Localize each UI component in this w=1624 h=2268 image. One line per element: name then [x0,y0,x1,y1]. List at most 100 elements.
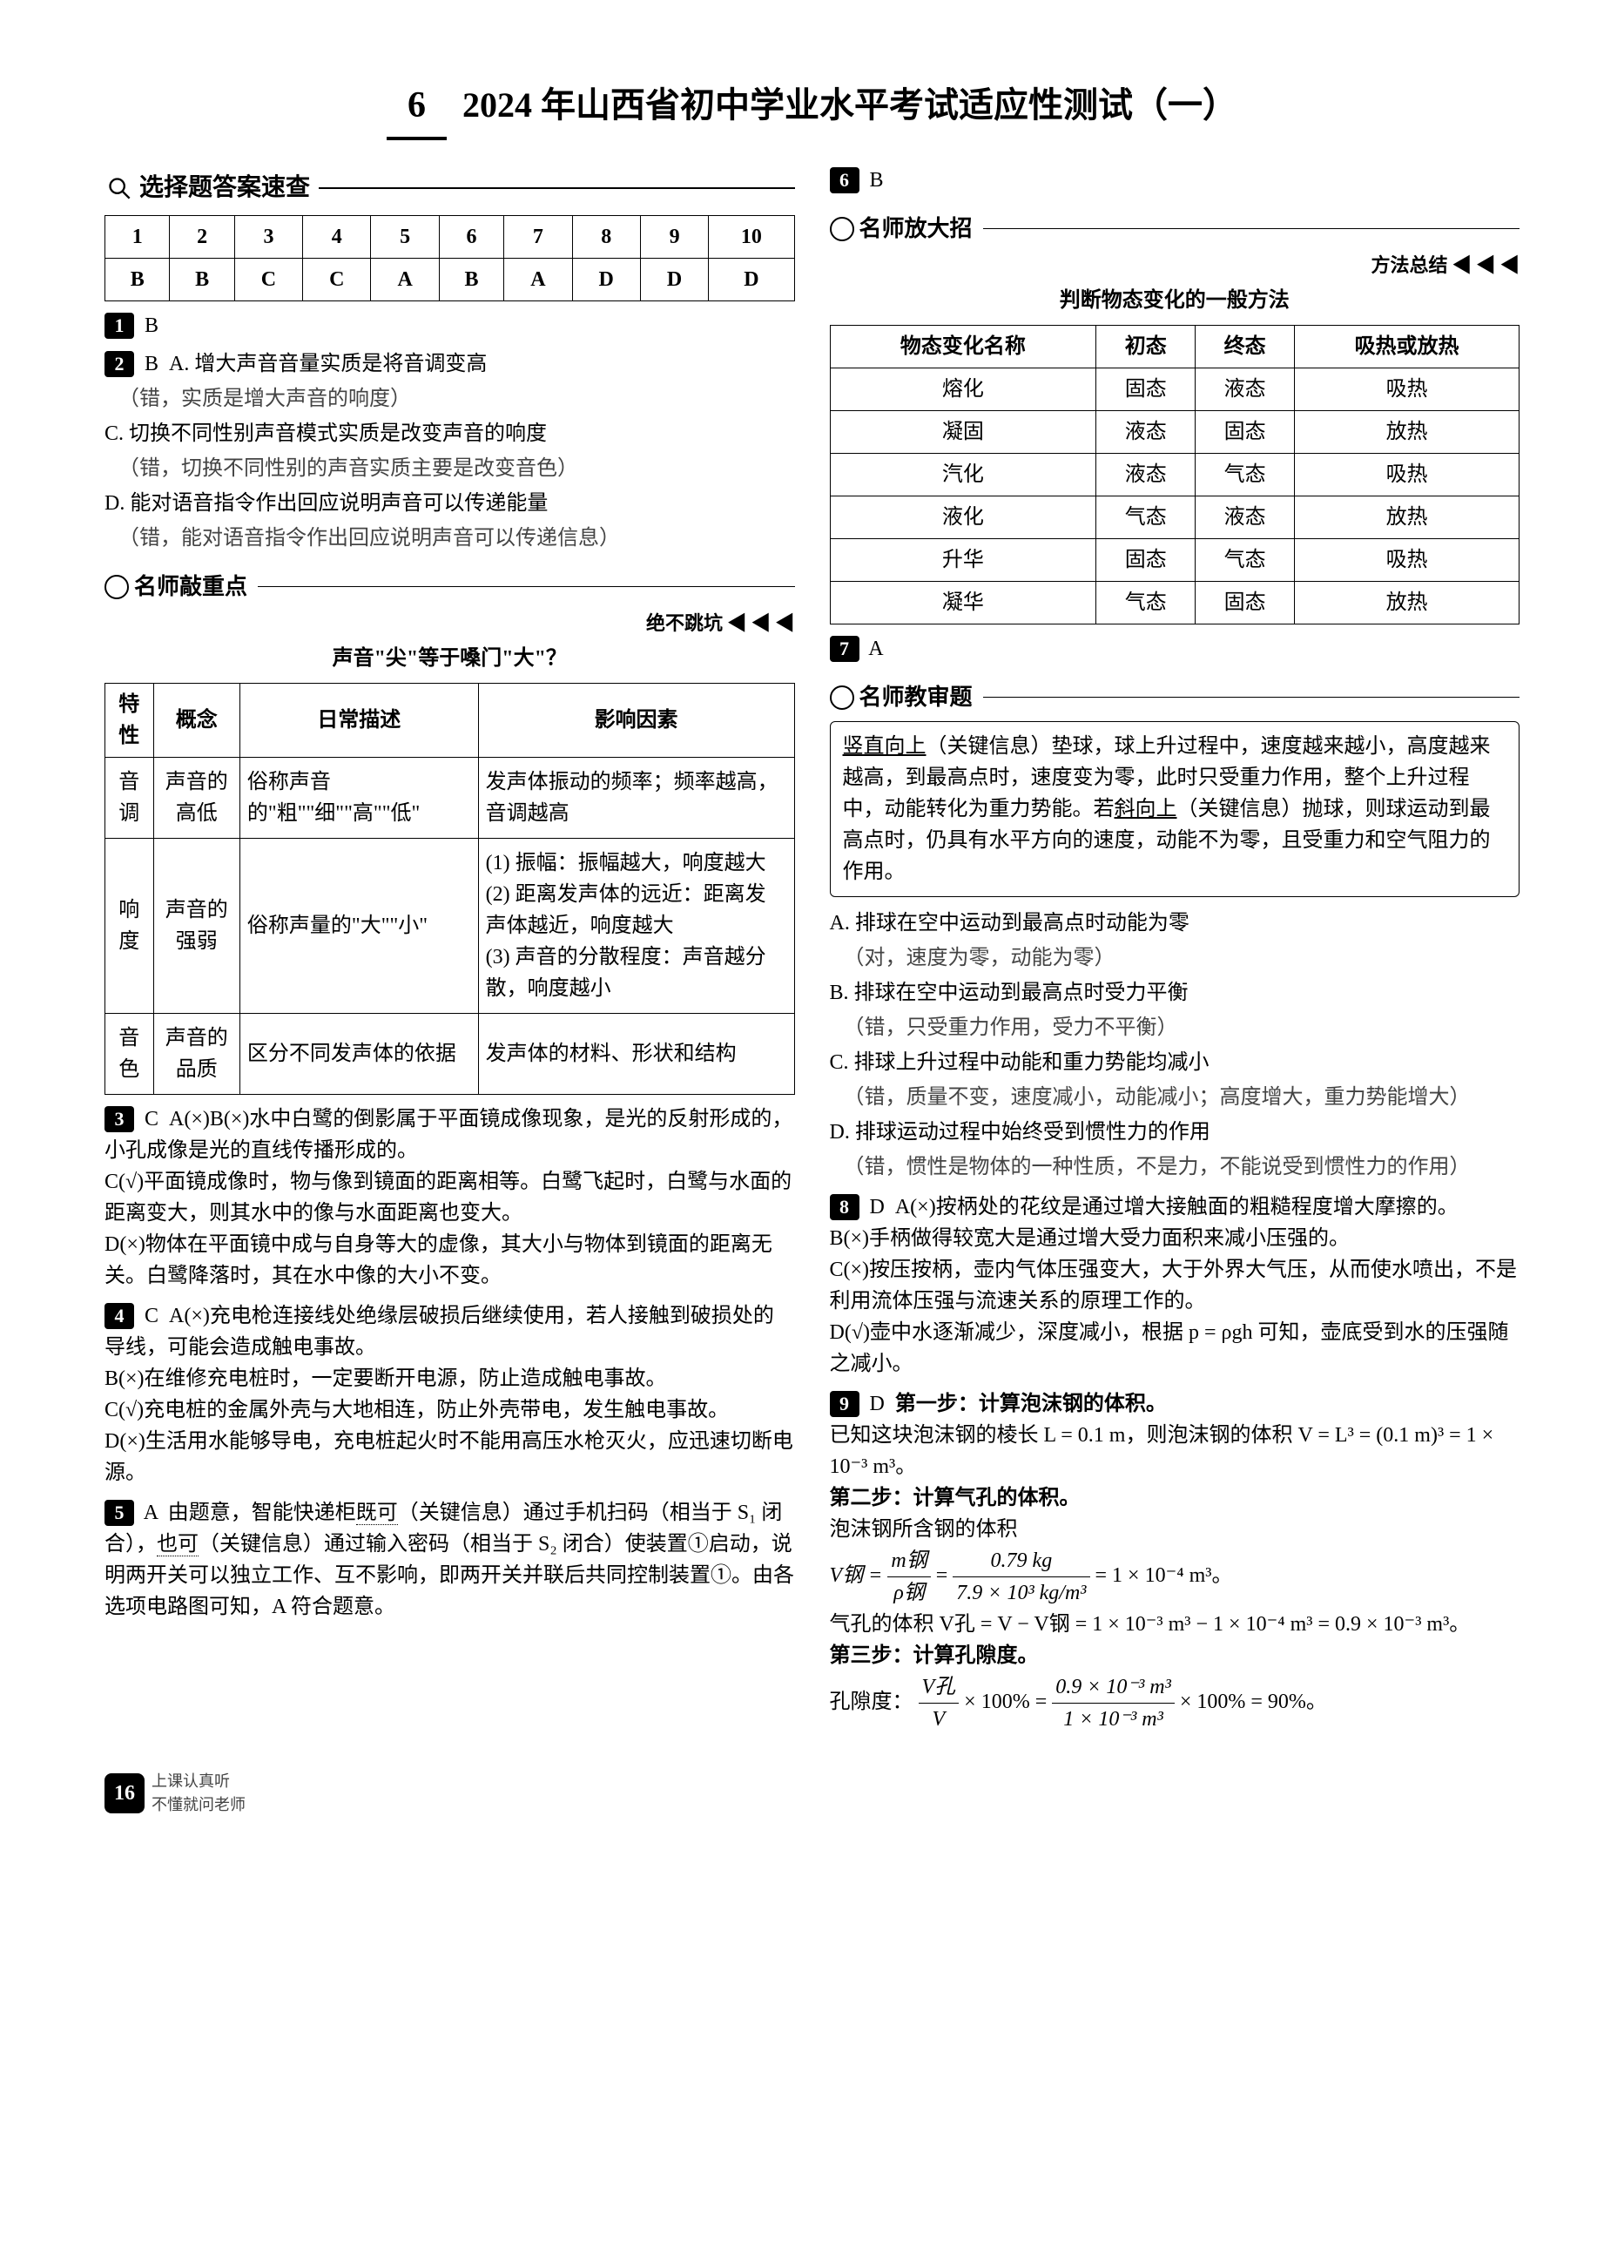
qc-num-cell: 4 [303,216,371,259]
q9-step2-title: 第二步：计算气孔的体积。 [830,1487,1081,1509]
q2-num: 2 [104,351,134,377]
nsdz-td: 液态 [1096,411,1196,454]
right-column: 6 B 名师放大招 方法总结 ◀ ◀ ◀ 判断物态变化的一般方法 物态变化名称初… [830,158,1520,1744]
nsdz-td: 放热 [1295,582,1520,624]
nsdz-td: 吸热 [1295,368,1520,411]
q7-optD: D. 排球运动过程中始终受到惯性力的作用 [830,1117,1520,1148]
q7-callout-text: 竖直向上（关键信息）垫球，球上升过程中，速度越来越小，高度越来越高，到最高点时，… [843,735,1491,883]
qc-ans-cell: D [640,259,708,301]
q7-optD-note: （错，惯性是物体的一种性质，不是力，不能说受到惯性力的作用） [844,1151,1520,1183]
qc-ans-cell: B [105,259,170,301]
q9-step2-formula: V钢 = m钢ρ钢 = 0.79 kg7.9 × 10³ kg/m³ = 1 ×… [830,1545,1520,1609]
q7-optC-note: （错，质量不变，速度减小，动能减小；高度增大，重力势能增大） [844,1082,1520,1113]
q5-num: 5 [104,1500,134,1526]
nsdz-tag: 方法总结 ◀ ◀ ◀ [830,251,1520,280]
nszd-td: 俗称声音的"粗""细""高""低" [239,758,478,839]
q9-step1-title: 第一步：计算泡沫钢的体积。 [895,1393,1167,1415]
q9-s2-f1n: m钢 [887,1545,930,1577]
nsdz-td: 气态 [1196,454,1295,496]
q7-optB: B. 排球在空中运动到最高点时受力平衡 [830,977,1520,1009]
nszd-sub: 声音"尖"等于嗓门"大"？ [104,643,795,674]
qc-ans-cell: D [709,259,794,301]
q9-s3-f2n: 0.9 × 10⁻³ m³ [1052,1671,1175,1704]
nsdz-td: 吸热 [1295,539,1520,582]
target-icon [104,575,129,599]
q7-answer: A [868,638,883,660]
q7: 7 A [830,633,1520,665]
q8-text: A(×)按柄处的花纹是通过增大接触面的粗糙程度增大摩擦的。B(×)手柄做得较宽大… [830,1196,1518,1375]
qc-ans-cell: D [572,259,640,301]
nsdz-sub: 判断物态变化的一般方法 [830,285,1520,316]
qc-num-cell: 5 [371,216,439,259]
q2-optD: D. 能对语音指令作出回应说明声音可以传递能量 [104,488,795,519]
q5-answer: A [144,1502,158,1524]
q7-optA-note: （对，速度为零，动能为零） [844,942,1520,974]
q4-answer: C [145,1305,158,1327]
nszd-td: 响度 [105,839,154,1014]
qc-ans-cell: C [303,259,371,301]
q9-s3-rhs: × 100% = 90%。 [1180,1691,1327,1713]
qc-num-cell: 9 [640,216,708,259]
q9-s3-f2d: 1 × 10⁻³ m³ [1052,1704,1175,1735]
footer-slogan1: 上课认真听 [152,1772,230,1790]
title-text: 2024 年山西省初中学业水平考试适应性测试（一） [462,85,1237,125]
nszd-td: 发声体振动的频率；频率越高，音调越高 [478,758,794,839]
q5: 5 A 由题意，智能快递柜既可（关键信息）通过手机扫码（相当于 S₁ 闭合），也… [104,1497,795,1623]
lightbulb-icon [830,217,854,241]
q9-step3-formula: 孔隙度： V孔V × 100% = 0.9 × 10⁻³ m³1 × 10⁻³ … [830,1671,1520,1735]
q2-optD-note: （错，能对语音指令作出回应说明声音可以传递信息） [118,523,795,554]
title-number: 6 [387,78,447,140]
q2-optA: A. 增大声音音量实质是将音调变高 [169,353,487,375]
q9-step1: 已知这块泡沫钢的棱长 L = 0.1 m，则泡沫钢的体积 V = L³ = (0… [830,1420,1520,1482]
nszd-label: 名师敲重点 [134,570,247,604]
q2-optA-note: （错，实质是增大声音的响度） [118,383,795,415]
left-column: 选择题答案速查 12345678910 BBCCABADDD 1 B 2 B A… [104,158,795,1744]
nsdz-td: 放热 [1295,411,1520,454]
quick-check-header: 选择题答案速查 [104,170,795,206]
qc-num-cell: 2 [170,216,234,259]
nszd-td: 发声体的材料、形状和结构 [478,1014,794,1095]
q4-num: 4 [104,1303,134,1329]
nsdz-td: 固态 [1196,582,1295,624]
nsdz-td: 气态 [1196,539,1295,582]
qc-ans-cell: B [439,259,503,301]
nsdz-td: 液态 [1096,454,1196,496]
nsdz-td: 熔化 [830,368,1096,411]
book-icon [830,685,854,710]
q1-num: 1 [104,313,134,339]
nsdz-td: 固态 [1096,368,1196,411]
qc-ans-cell: A [504,259,572,301]
q1: 1 B [104,310,795,341]
qc-num-cell: 3 [234,216,302,259]
qc-ans-cell: B [170,259,234,301]
nszd-table: 特性概念日常描述影响因素音调声音的高低俗称声音的"粗""细""高""低"发声体振… [104,683,795,1095]
q8: 8 D A(×)按柄处的花纹是通过增大接触面的粗糙程度增大摩擦的。B(×)手柄做… [830,1191,1520,1380]
nsdz-header: 名师放大招 [830,212,1520,246]
qc-ans-cell: C [234,259,302,301]
nszd-td: 区分不同发声体的依据 [239,1014,478,1095]
nsdz-th: 终态 [1196,326,1295,368]
nsdz-td: 液化 [830,496,1096,539]
nszd-th: 特性 [105,684,154,758]
q8-answer: D [870,1196,885,1218]
q8-num: 8 [830,1194,859,1220]
footer-page-num: 16 [104,1773,145,1813]
nsdz-td: 凝华 [830,582,1096,624]
quick-check-table: 12345678910 BBCCABADDD [104,215,795,301]
nszd-tag: 绝不跳坑 ◀ ◀ ◀ [104,609,795,638]
q3-num: 3 [104,1106,134,1132]
nszd-line [258,586,794,587]
nszd-td: 音色 [105,1014,154,1095]
q9-s3-mid1: × 100% = [964,1691,1052,1713]
nsdz-td: 固态 [1096,539,1196,582]
q3: 3 C A(×)B(×)水中白鹭的倒影属于平面镜成像现象，是光的反射形成的，小孔… [104,1104,795,1292]
nszd-th: 日常描述 [239,684,478,758]
q2: 2 B A. 增大声音音量实质是将音调变高 （错，实质是增大声音的响度） C. … [104,348,795,554]
q1-answer: B [145,314,158,337]
q4-text: A(×)充电枪连接线处绝缘层破损后继续使用，若人接触到破损处的导线，可能会造成触… [104,1305,793,1484]
q9-s3-f1n: V孔 [919,1671,960,1704]
q7-optB-note: （错，只受重力作用，受力不平衡） [844,1012,1520,1043]
nsdz-td: 气态 [1096,496,1196,539]
q2-optC-note: （错，切换不同性别的声音实质主要是改变音色） [118,453,795,484]
qc-ans-cell: A [371,259,439,301]
